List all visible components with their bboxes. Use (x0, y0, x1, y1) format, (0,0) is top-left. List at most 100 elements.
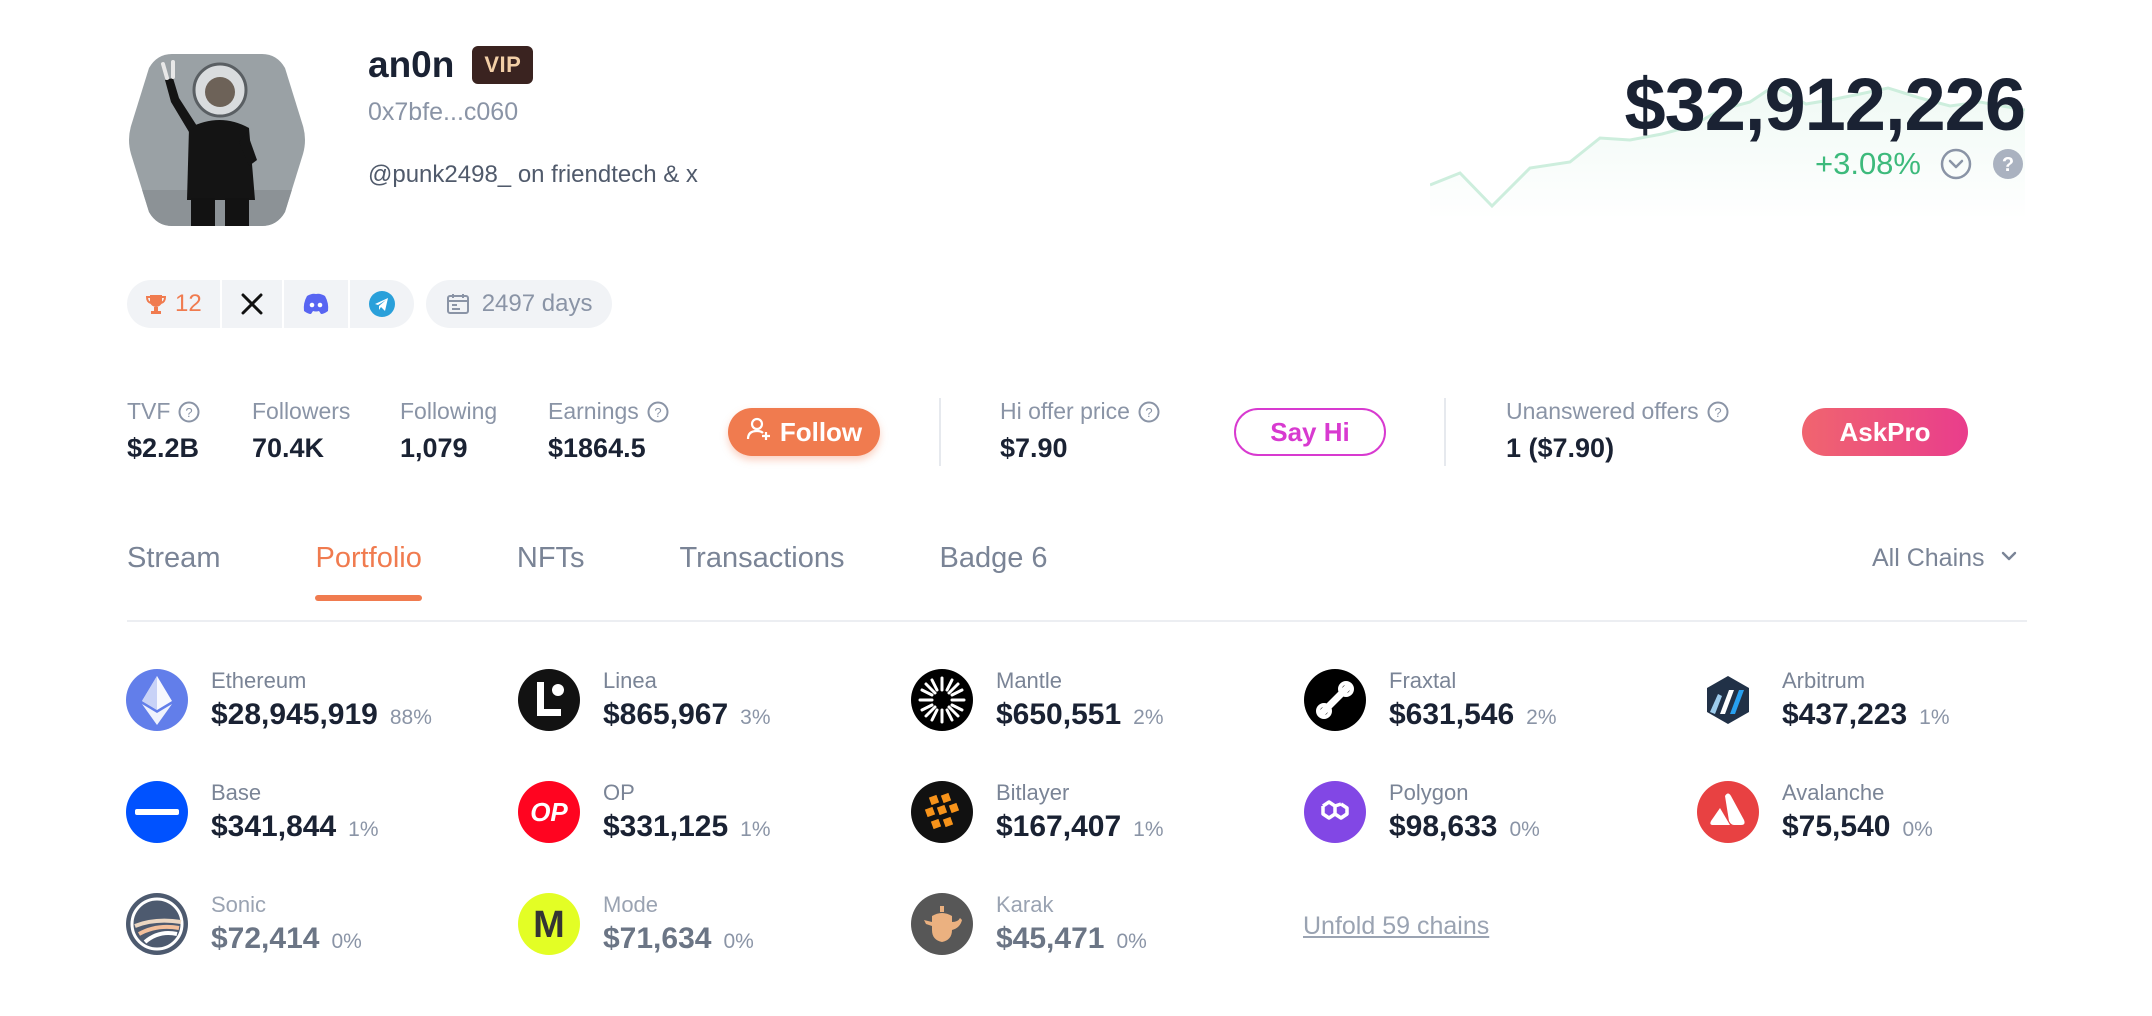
chain-name: Mantle (996, 668, 1063, 693)
askpro-button[interactable]: AskPro (1802, 408, 1968, 456)
profile-name: an0n (368, 44, 455, 85)
mantle-icon (910, 668, 974, 732)
svg-text:?: ? (186, 405, 193, 420)
chain-name: Fraxtal (1389, 668, 1457, 693)
help-icon[interactable]: ? (1138, 401, 1160, 423)
chain-item-mode[interactable]: M Mode $71,634 0% (517, 892, 754, 956)
chevron-down-icon (1999, 544, 2019, 573)
profile-name-row: an0n VIP (368, 44, 534, 86)
trophy-badge[interactable]: 12 (127, 280, 222, 328)
net-worth-value: $32,912,226 (1624, 63, 2026, 146)
say-hi-button[interactable]: Say Hi (1234, 408, 1386, 456)
chain-value: $98,633 (1389, 810, 1498, 843)
base-icon (125, 780, 189, 844)
unanswered-value: 1 ($7.90) (1506, 433, 1615, 463)
social-pill-group: 12 (127, 280, 414, 328)
chain-name: OP (603, 780, 635, 805)
chevron-down-circle-icon[interactable] (1939, 147, 1973, 181)
stat-tvf: TVF ? $2.2B (127, 398, 200, 464)
chain-filter-label: All Chains (1872, 544, 1985, 572)
svg-text:?: ? (1145, 405, 1152, 420)
net-worth-sparkline (1430, 84, 2025, 220)
tab-stream[interactable]: Stream (127, 542, 221, 574)
tab-transactions[interactable]: Transactions (679, 542, 845, 574)
chain-item-linea[interactable]: Linea $865,967 3% (517, 668, 771, 732)
svg-text:?: ? (1714, 405, 1721, 420)
chain-filter-dropdown[interactable]: All Chains (1872, 544, 2019, 573)
tab-badges[interactable]: Badge 6 (939, 542, 1048, 574)
chain-value: $865,967 (603, 698, 729, 731)
optimism-icon: OP (517, 780, 581, 844)
sonic-icon (125, 892, 189, 956)
stat-following[interactable]: Following 1,079 (400, 398, 497, 464)
help-icon[interactable]: ? (1707, 401, 1729, 423)
chain-name: Arbitrum (1782, 668, 1866, 693)
svg-text:?: ? (654, 405, 661, 420)
tvf-label: TVF (127, 398, 171, 424)
profile-tabs: Stream Portfolio NFTs Transactions Badge… (127, 542, 1143, 601)
chain-item-arbitrum[interactable]: Arbitrum $437,223 1% (1696, 668, 1950, 732)
chain-value: $71,634 (603, 922, 712, 955)
avatar (127, 50, 307, 230)
net-worth-change: +3.08% (1814, 146, 1921, 181)
chain-name: Base (211, 780, 262, 805)
profile-badges: 12 2497 days (127, 280, 613, 328)
profile-bio: @punk2498_ on friendtech & x (368, 161, 698, 188)
telegram-link[interactable] (350, 280, 414, 328)
help-icon[interactable]: ? (647, 401, 669, 423)
chain-name: Bitlayer (996, 780, 1070, 805)
following-value: 1,079 (400, 433, 468, 463)
chain-percent: 1% (740, 818, 771, 841)
stat-followers[interactable]: Followers 70.4K (252, 398, 350, 464)
chain-item-sonic[interactable]: Sonic $72,414 0% (125, 892, 362, 956)
chain-name: Polygon (1389, 780, 1469, 805)
follow-button[interactable]: Follow (728, 408, 880, 456)
discord-link[interactable] (284, 280, 350, 328)
following-label: Following (400, 398, 498, 424)
add-user-icon (746, 416, 772, 449)
svg-text:OP: OP (530, 797, 568, 827)
tab-nfts[interactable]: NFTs (516, 542, 585, 574)
chain-item-polygon[interactable]: Polygon $98,633 0% (1303, 780, 1540, 844)
discord-icon (302, 293, 330, 315)
x-link[interactable] (222, 280, 284, 328)
followers-label: Followers (252, 398, 351, 424)
chain-value: $167,407 (996, 810, 1122, 843)
account-age-badge: 2497 days (425, 280, 613, 328)
follow-button-label: Follow (779, 416, 863, 447)
telegram-icon (368, 290, 396, 318)
chain-item-ethereum[interactable]: Ethereum $28,945,919 88% (125, 668, 432, 732)
polygon-icon (1303, 780, 1367, 844)
chain-item-op[interactable]: OP OP $331,125 1% (517, 780, 771, 844)
chain-value: $45,471 (996, 922, 1105, 955)
hi-offer-value: $7.90 (1000, 433, 1068, 463)
tab-portfolio[interactable]: Portfolio (315, 542, 423, 601)
help-icon[interactable]: ? (178, 401, 200, 423)
chain-value: $72,414 (211, 922, 320, 955)
ethereum-icon (125, 668, 189, 732)
chain-name: Karak (996, 892, 1054, 917)
chain-name: Linea (603, 668, 657, 693)
unfold-chains-link[interactable]: Unfold 59 chains (1303, 912, 1490, 940)
wallet-address[interactable]: 0x7bfe...c060 (368, 98, 519, 126)
followers-value: 70.4K (252, 433, 325, 463)
chain-value: $437,223 (1782, 698, 1908, 731)
chain-item-karak[interactable]: Karak $45,471 0% (910, 892, 1147, 956)
chain-name: Mode (603, 892, 659, 917)
mode-icon: M (517, 892, 581, 956)
chain-item-bitlayer[interactable]: Bitlayer $167,407 1% (910, 780, 1164, 844)
chain-value: $331,125 (603, 810, 729, 843)
help-icon[interactable]: ? (1991, 147, 2025, 181)
chain-percent: 0% (723, 930, 754, 953)
stat-hi-offer: Hi offer price ? $7.90 (1000, 398, 1160, 464)
chain-item-mantle[interactable]: Mantle $650,551 2% (910, 668, 1164, 732)
karak-icon (910, 892, 974, 956)
chain-percent: 0% (331, 930, 362, 953)
chain-item-fraxtal[interactable]: Fraxtal $631,546 2% (1303, 668, 1557, 732)
chain-percent: 0% (1902, 818, 1933, 841)
chain-item-base[interactable]: Base $341,844 1% (125, 780, 379, 844)
chain-item-avalanche[interactable]: Avalanche $75,540 0% (1696, 780, 1933, 844)
chain-percent: 2% (1526, 706, 1557, 729)
chain-percent: 0% (1509, 818, 1540, 841)
chain-value: $28,945,919 (211, 698, 378, 731)
